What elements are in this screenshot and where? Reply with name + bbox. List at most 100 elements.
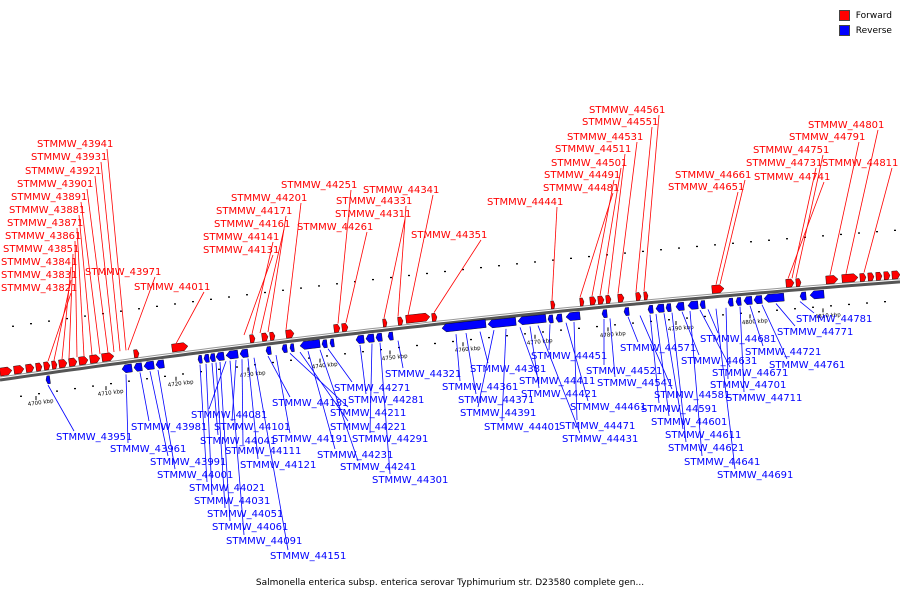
reverse-gene-label: STMMW_44581 (654, 390, 730, 401)
forward-gene-arrow (133, 349, 140, 359)
leader-line (157, 370, 176, 470)
leader-line (259, 228, 285, 334)
reverse-gene-label: STMMW_44221 (330, 422, 406, 433)
reverse-gene-label: STMMW_44711 (726, 393, 802, 404)
reverse-gene-label: STMMW_44421 (521, 389, 597, 400)
leader-line (205, 363, 213, 496)
forward-gene-arrow (405, 312, 431, 324)
backbone-line (0, 280, 900, 382)
leader-line (639, 315, 673, 390)
leader-line (739, 306, 745, 393)
leader-line (715, 308, 736, 470)
leader-line (573, 321, 578, 421)
reverse-gene-arrow (655, 303, 665, 313)
reverse-gene-arrow (375, 332, 383, 342)
forward-gene-label: STMMW_44731 (746, 158, 822, 169)
leader-line (253, 357, 289, 551)
forward-gene-arrow (589, 296, 597, 306)
leader-line (231, 359, 237, 422)
forward-gene-label: STMMW_43851 (3, 244, 79, 255)
leader-line (749, 305, 764, 347)
reverse-gene-label: STMMW_44621 (668, 443, 744, 454)
leader-line (127, 276, 156, 351)
reverse-gene-label: STMMW_44541 (597, 378, 673, 389)
scale-tick-label: 4720 kbp (167, 379, 194, 388)
leader-line (219, 362, 231, 522)
forward-gene-label: STMMW_43971 (85, 267, 161, 278)
leader-line (607, 153, 626, 295)
forward-gene-label: STMMW_44791 (789, 132, 865, 143)
reverse-gene-arrow (265, 346, 272, 355)
forward-gene-arrow (58, 359, 68, 369)
forward-gene-label: STMMW_44511 (555, 144, 631, 155)
leader-line (100, 161, 121, 352)
forward-gene-arrow (867, 272, 875, 282)
forward-gene-arrow (51, 360, 58, 370)
leader-line (80, 201, 101, 354)
leader-line (829, 141, 860, 276)
leader-line (327, 348, 353, 383)
leader-line (761, 304, 788, 360)
leader-line (671, 312, 687, 443)
forward-gene-arrow (795, 278, 802, 287)
reverse-gene-arrow (441, 319, 487, 333)
forward-gene-arrow (785, 278, 795, 288)
forward-gene-arrow (643, 291, 649, 301)
reverse-gene-arrow (487, 317, 517, 329)
reverse-gene-label: STMMW_44051 (207, 509, 283, 520)
forward-gene-label: STMMW_44751 (753, 145, 829, 156)
legend: Forward Reverse (838, 8, 892, 38)
reverse-gene-label: STMMW_44211 (330, 408, 406, 419)
forward-gene-label: STMMW_44481 (543, 183, 619, 194)
forward-gene-label: STMMW_44161 (214, 219, 290, 230)
leader-line (125, 374, 129, 444)
reverse-gene-label: STMMW_44281 (348, 395, 424, 406)
leader-line (579, 192, 614, 298)
leader-line (689, 310, 703, 457)
forward-gene-arrow (605, 295, 612, 304)
leader-line (799, 301, 815, 314)
forward-gene-arrow (89, 354, 101, 364)
scale-tick-label: 4710 kbp (97, 389, 124, 399)
leader-line (635, 126, 653, 292)
forward-gene-arrow (285, 329, 295, 339)
reverse-gene-label: STMMW_44081 (191, 410, 267, 421)
reverse-swatch (838, 25, 850, 36)
forward-gene-label: STMMW_44131 (203, 245, 279, 256)
leader-line (267, 215, 287, 333)
reverse-gene-label: STMMW_44301 (372, 475, 448, 486)
forward-gene-label: STMMW_44661 (675, 170, 751, 181)
leader-line (247, 358, 259, 460)
scale-tick-label: 4810 kbp (815, 312, 842, 320)
reverse-gene-label: STMMW_44681 (700, 334, 776, 345)
leader-line (299, 351, 349, 422)
reverse-gene-arrow (45, 375, 51, 385)
reverse-gene-label: STMMW_44781 (796, 314, 872, 325)
leader-line (229, 360, 245, 536)
leader-line (565, 322, 589, 402)
leader-line (465, 333, 477, 395)
reverse-gene-label: STMMW_44401 (484, 422, 560, 433)
reverse-gene-label: STMMW_44431 (562, 434, 638, 445)
scale-tick-label: 4790 kbp (668, 325, 695, 333)
reverse-gene-arrow (753, 295, 763, 305)
leader-line (267, 355, 291, 398)
reverse-gene-label: STMMW_44001 (157, 470, 233, 481)
forward-gene-label: STMMW_43881 (9, 205, 85, 216)
leader-line (455, 334, 461, 382)
reverse-gene-label: STMMW_44631 (681, 356, 757, 367)
leader-line (479, 331, 489, 364)
forward-gene-arrow (635, 292, 642, 301)
reverse-gene-label: STMMW_43961 (110, 444, 186, 455)
reverse-gene-arrow (799, 291, 807, 301)
reverse-gene-arrow (763, 292, 785, 303)
scale-tick-label: 4700 kbp (27, 398, 54, 408)
forward-gene-arrow (431, 312, 438, 322)
forward-gene-label: STMMW_44261 (297, 222, 373, 233)
reverse-gene-arrow (215, 351, 225, 361)
reverse-gene-label: STMMW_44271 (334, 383, 410, 394)
forward-gene-arrow (341, 323, 349, 332)
leader-line (215, 362, 226, 509)
